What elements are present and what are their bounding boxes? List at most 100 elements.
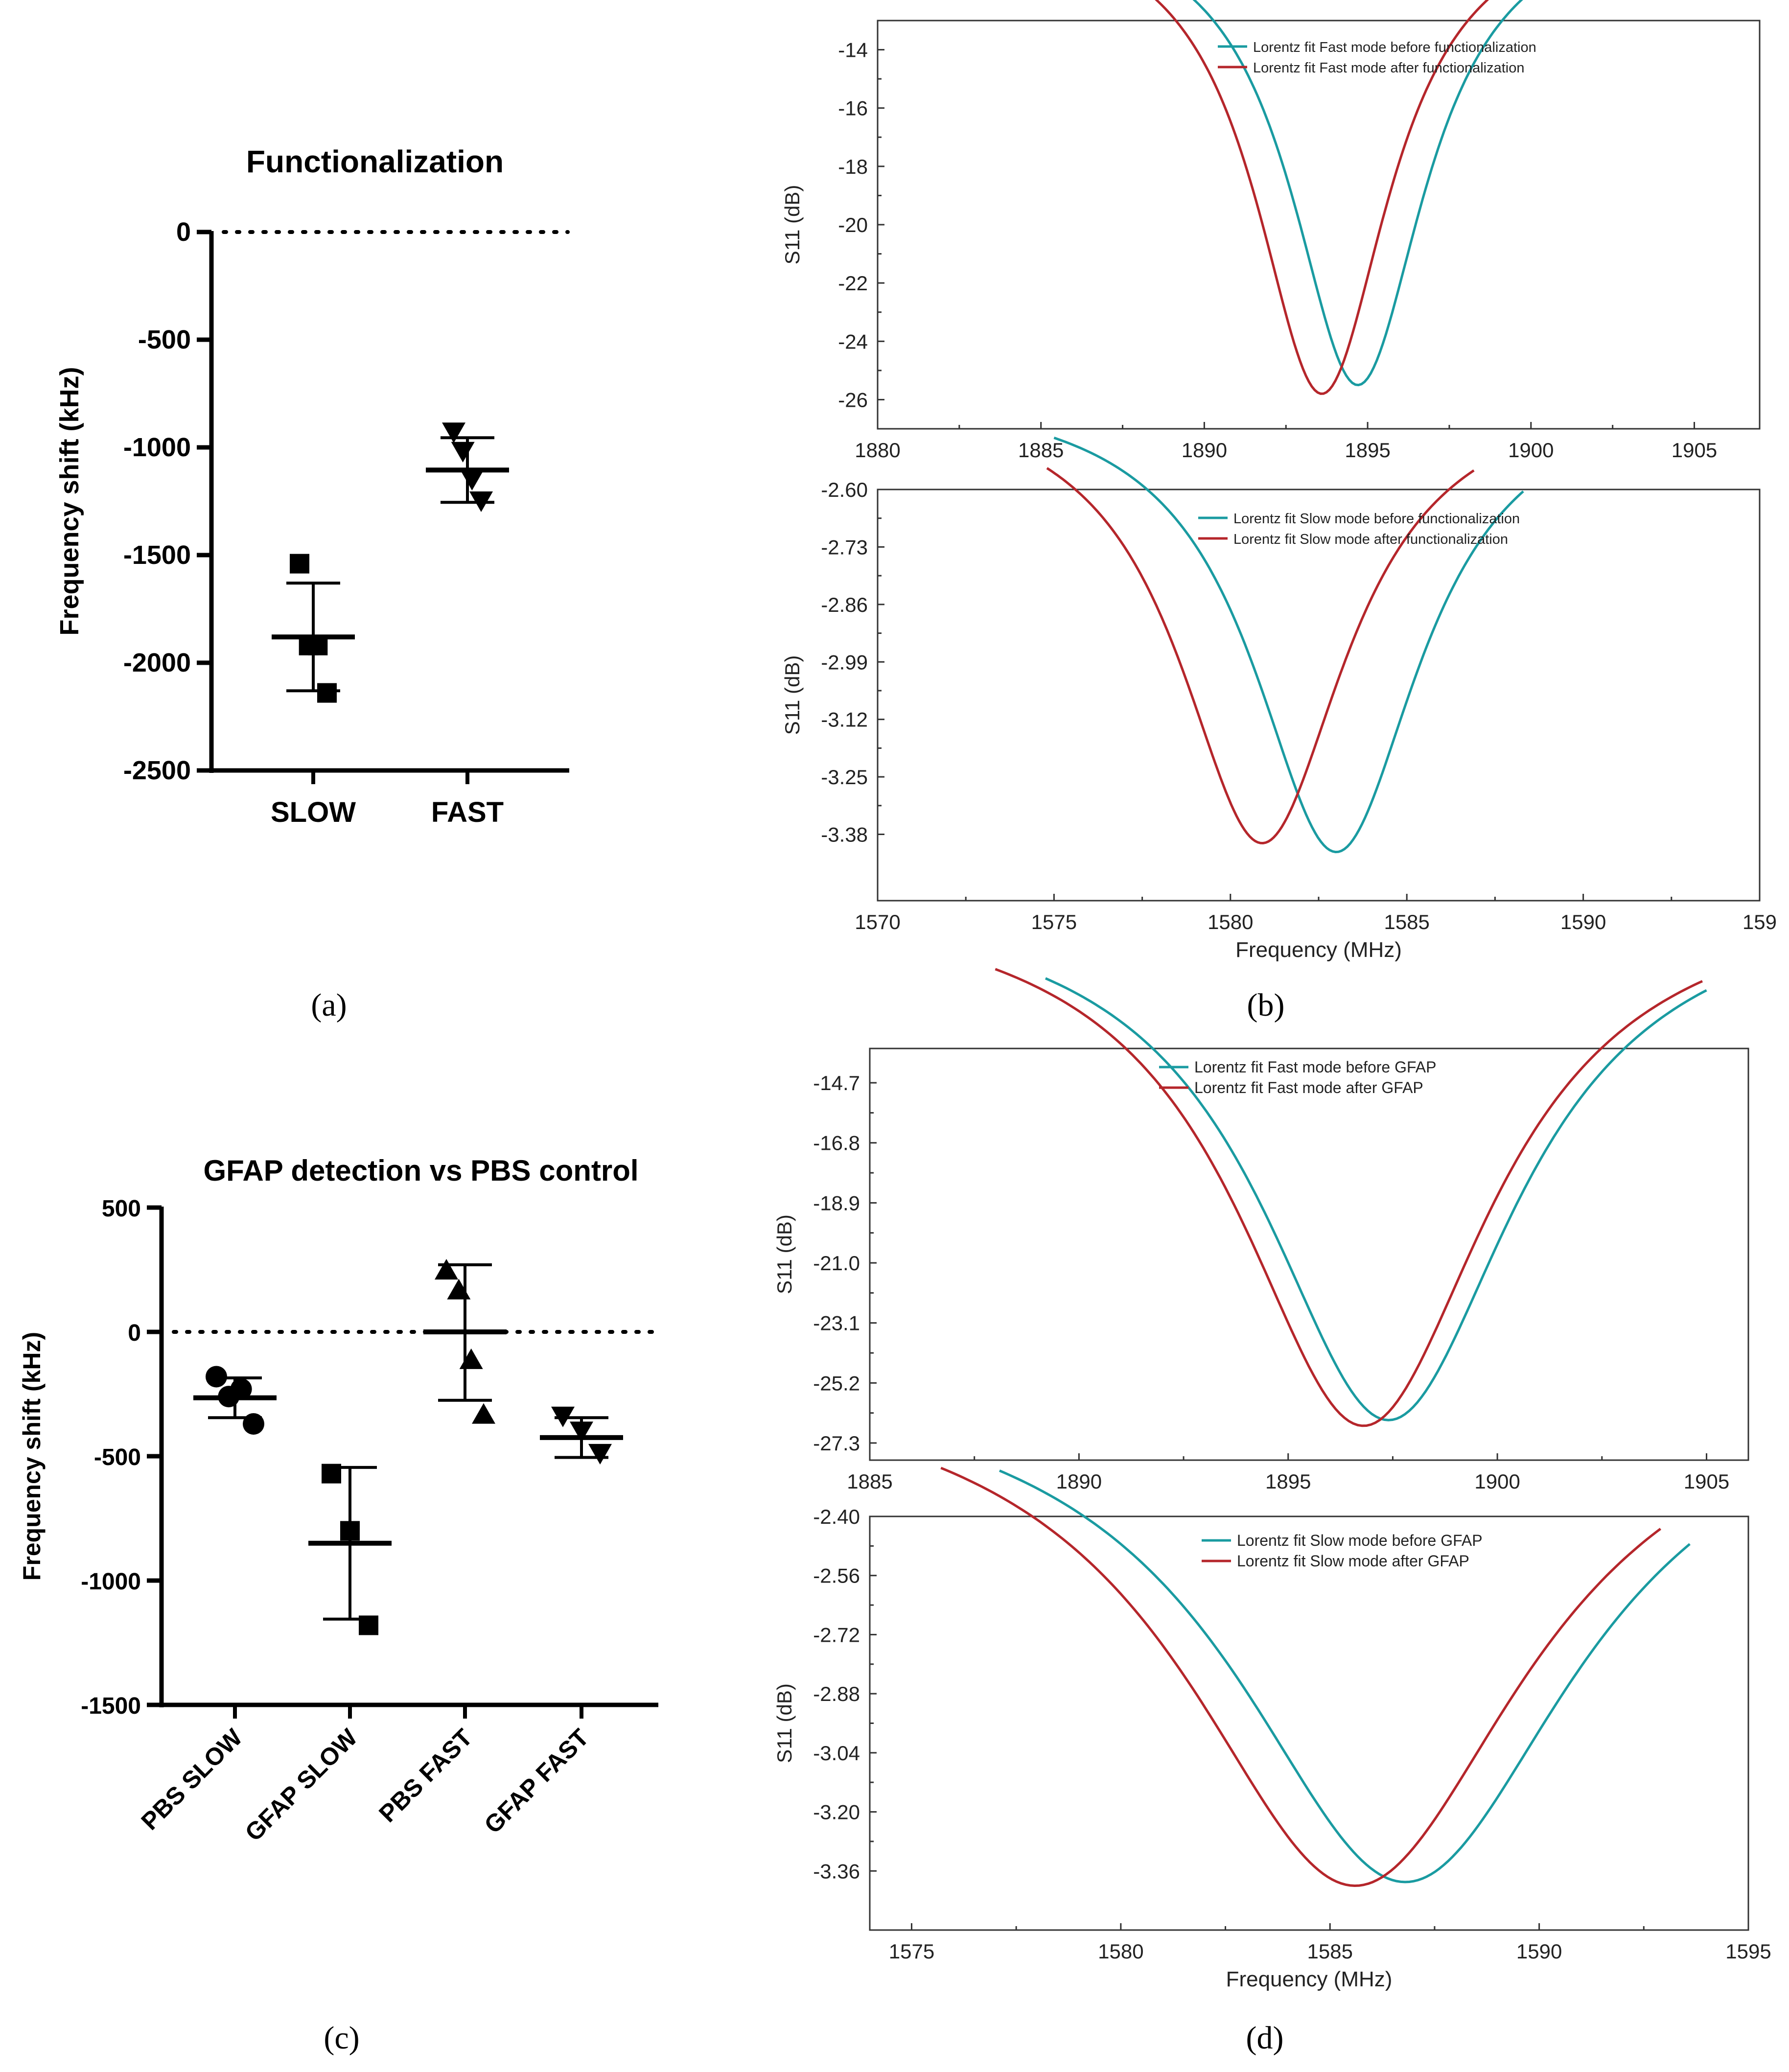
chart-b-bottom: -2.60 -2.73 -2.86 -2.99 -3.12 -3.25 -3.38 1570 1…: [781, 437, 1777, 962]
x-tick-label: 159: [1743, 910, 1777, 933]
plot-frame: [869, 1048, 1749, 1461]
x-tick-label: 1905: [1672, 439, 1717, 462]
x-tick-label: 1895: [1265, 1470, 1311, 1493]
legend-label: Lorentz fit Fast mode before GFAP: [1194, 1058, 1436, 1076]
y-axis-label: S11 (dB): [781, 655, 804, 735]
x-tick-label: 1585: [1384, 910, 1429, 933]
x-tick-label: 1570: [855, 910, 900, 933]
x-category-label: GFAP SLOW: [240, 1723, 363, 1847]
x-tick-label: 1905: [1684, 1470, 1729, 1493]
y-tick-label: -3.36: [813, 1860, 860, 1883]
data-point: [460, 470, 484, 490]
series-line-before: [1053, 437, 1524, 854]
y-tick-label: -22: [838, 272, 868, 295]
panel-label: (d): [1246, 2020, 1284, 2056]
y-axis-label: S11 (dB): [773, 1214, 796, 1294]
y-tick-label: -21.0: [813, 1252, 860, 1275]
legend-label: Lorentz fit Slow mode after functionaliz…: [1233, 532, 1508, 547]
data-point: [435, 1259, 458, 1280]
y-tick-label: -1000: [123, 433, 191, 462]
x-tick-label: 1585: [1307, 1940, 1353, 1963]
series-line-after: [940, 1467, 1662, 1887]
legend-label: Lorentz fit Slow mode before GFAP: [1237, 1532, 1483, 1549]
x-category-label: PBS FAST: [373, 1723, 477, 1827]
x-tick-label: 1890: [1056, 1470, 1102, 1493]
y-axis-label: S11 (dB): [781, 185, 804, 265]
y-tick-label: -14: [838, 39, 868, 62]
x-tick-label: 1900: [1508, 439, 1554, 462]
y-tick-label: 0: [176, 217, 191, 247]
x-category-label: SLOW: [271, 796, 356, 828]
data-point: [243, 1413, 264, 1435]
y-tick-label: 500: [102, 1196, 141, 1222]
data-point: [230, 1378, 252, 1400]
data-point: [308, 635, 328, 655]
data-point: [206, 1366, 227, 1388]
y-tick-label: -2.73: [821, 535, 868, 559]
x-axis-label: Frequency (MHz): [1226, 1967, 1393, 1991]
data-point: [317, 683, 337, 703]
chart-title: GFAP detection vs PBS control: [203, 1154, 638, 1187]
x-axis-label: Frequency (MHz): [1235, 938, 1402, 962]
chart-c: GFAP detection vs PBS control 500 0 -500 -10…: [18, 1154, 660, 1847]
data-point: [442, 422, 465, 443]
x-tick-label: 1580: [1098, 1940, 1143, 1963]
y-axis-label: Frequency shift (kHz): [18, 1332, 46, 1581]
data-point: [551, 1406, 575, 1427]
series-line-after: [1155, 0, 1489, 395]
legend-label: Lorentz fit Fast mode after GFAP: [1194, 1079, 1423, 1096]
series-line-after: [1046, 467, 1475, 845]
chart-a: Functionalization 0 -500 -1000 -1500 -2000 -25…: [55, 144, 570, 828]
y-tick-label: -2.99: [821, 651, 868, 674]
y-tick-label: -14.7: [813, 1071, 860, 1094]
y-tick-label: -2.56: [813, 1564, 860, 1587]
y-tick-label: -3.38: [821, 823, 868, 846]
data-point: [447, 1279, 471, 1300]
data-point: [570, 1421, 593, 1443]
y-tick-label: -16: [838, 97, 868, 120]
data-point: [340, 1521, 360, 1541]
y-tick-label: -1000: [81, 1569, 141, 1595]
legend-label: Lorentz fit Fast mode before functionali…: [1253, 40, 1536, 55]
y-tick-label: -23.1: [813, 1312, 860, 1335]
series-line-before: [1192, 0, 1523, 387]
x-tick-label: 1580: [1208, 910, 1253, 933]
y-tick-label: -18.9: [813, 1191, 860, 1214]
x-tick-label: 1590: [1516, 1940, 1562, 1963]
y-axis-label: S11 (dB): [773, 1683, 796, 1763]
y-tick-label: -3.04: [813, 1742, 860, 1765]
y-tick-label: -3.12: [821, 708, 868, 731]
series-line-before: [999, 1469, 1691, 1884]
y-tick-label: -2.60: [821, 478, 868, 501]
y-tick-label: -2.88: [813, 1682, 860, 1705]
y-tick-label: -1500: [81, 1693, 141, 1719]
x-tick-label: 1880: [855, 439, 900, 462]
panel-label: (b): [1247, 987, 1285, 1023]
x-tick-label: 1595: [1725, 1940, 1771, 1963]
data-point: [469, 491, 493, 512]
series-line-after: [995, 968, 1703, 1427]
y-tick-label: -24: [838, 330, 868, 353]
data-point: [290, 554, 309, 574]
data-point: [322, 1464, 341, 1484]
legend-label: Lorentz fit Slow mode after GFAP: [1237, 1552, 1469, 1570]
y-tick-label: -3.25: [821, 766, 868, 789]
data-point: [359, 1615, 378, 1635]
x-tick-label: 1590: [1560, 910, 1606, 933]
x-tick-label: 1575: [1031, 910, 1077, 933]
x-tick-label: 1575: [889, 1940, 934, 1963]
y-tick-label: -16.8: [813, 1132, 860, 1155]
y-tick-label: -26: [838, 388, 868, 411]
legend-label: Lorentz fit Fast mode after functionaliz…: [1253, 60, 1525, 76]
plot-frame: [877, 20, 1761, 430]
y-tick-label: -18: [838, 155, 868, 178]
y-tick-label: -500: [94, 1444, 141, 1470]
x-category-label: GFAP FAST: [479, 1723, 594, 1839]
y-axis-label: Frequency shift (kHz): [55, 367, 84, 635]
y-tick-label: -3.20: [813, 1801, 860, 1824]
y-tick-label: -2.72: [813, 1623, 860, 1646]
chart-d-bottom: -2.40 -2.56 -2.72 -2.88 -3.04 -3.20 -3.36 1575 1…: [773, 1467, 1771, 1991]
y-tick-label: -20: [838, 213, 868, 236]
y-tick-label: -500: [138, 325, 191, 354]
